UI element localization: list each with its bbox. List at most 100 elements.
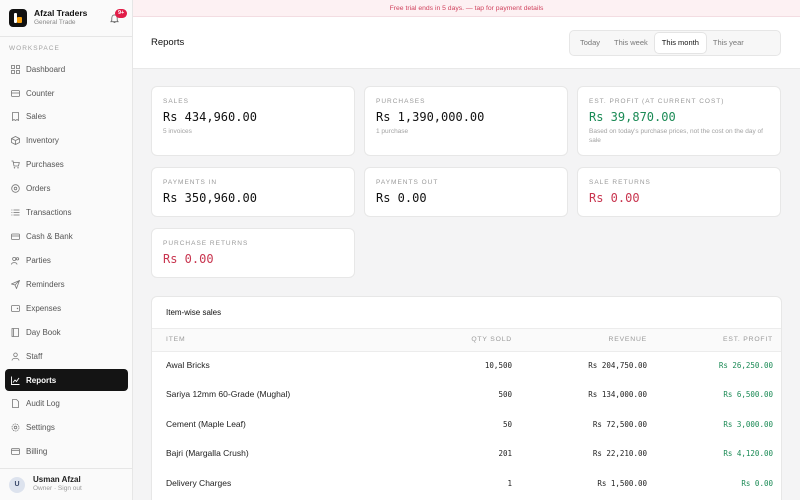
send-icon <box>11 279 20 289</box>
sidebar-item-label: Day Book <box>26 327 61 337</box>
chart-icon <box>11 376 20 385</box>
sidebar-item-label: Dashboard <box>26 64 66 74</box>
table-row[interactable]: Bajri (Margalla Crush) 201 Rs 22,210.00 … <box>152 439 781 468</box>
sidebar-item-sales[interactable]: Sales <box>5 105 128 127</box>
business-name: Afzal Traders <box>34 8 88 19</box>
qty-sold: 10,500 <box>484 361 512 370</box>
card-value: Rs 434,960.00 <box>163 110 257 124</box>
sidebar-item-label: Parties <box>26 255 51 265</box>
payments-in-card: PAYMENTS IN Rs 350,960.00 <box>151 167 355 217</box>
wallet-icon <box>11 304 20 313</box>
purchase-returns-card: PURCHASE RETURNS Rs 0.00 <box>151 228 355 278</box>
workspace-section-label: WORKSPACE <box>9 45 60 52</box>
page-title: Reports <box>151 37 185 48</box>
qty-sold: 1 <box>507 479 512 488</box>
brand-header[interactable]: Afzal Traders General Trade 9+ <box>0 0 132 37</box>
cart-icon <box>11 160 20 169</box>
est-profit: Rs 0.00 <box>741 479 773 488</box>
card-label: PURCHASE RETURNS <box>163 240 249 247</box>
sidebar-item-label: Transactions <box>26 207 72 217</box>
sale-returns-card: SALE RETURNS Rs 0.00 <box>577 167 781 217</box>
range-this-year-button[interactable]: This year <box>712 38 744 47</box>
table-row[interactable]: Awal Bricks 10,500 Rs 204,750.00 Rs 26,2… <box>152 351 781 380</box>
est-profit: Rs 3,000.00 <box>723 420 773 429</box>
card-icon <box>11 447 20 456</box>
card-value: Rs 0.00 <box>376 191 427 205</box>
est-profit-card: EST. PROFIT (AT CURRENT COST) Rs 39,870.… <box>577 86 781 156</box>
sidebar-item-label: Orders <box>26 183 51 193</box>
sidebar-item-expenses[interactable]: Expenses <box>5 297 128 319</box>
qty-sold: 500 <box>498 390 512 399</box>
sidebar-item-label: Expenses <box>26 303 62 313</box>
card-value: Rs 1,390,000.00 <box>376 110 485 124</box>
users-icon <box>11 256 20 265</box>
app-logo-icon <box>9 9 27 27</box>
sidebar-item-parties[interactable]: Parties <box>5 249 128 271</box>
sidebar-item-inventory[interactable]: Inventory <box>5 129 128 151</box>
revenue: Rs 1,500.00 <box>597 479 647 488</box>
sidebar-item-label: Counter <box>26 88 55 98</box>
card-label: SALES <box>163 98 189 105</box>
card-label: PAYMENTS IN <box>163 179 218 186</box>
sidebar-item-cash-bank[interactable]: Cash & Bank <box>5 225 128 247</box>
sidebar-item-orders[interactable]: Orders <box>5 177 128 199</box>
table-row[interactable]: Cement (Maple Leaf) 50 Rs 72,500.00 Rs 3… <box>152 410 781 439</box>
sidebar-item-label: Staff <box>26 351 43 361</box>
sidebar-item-day-book[interactable]: Day Book <box>5 321 128 343</box>
sidebar-item-settings[interactable]: Settings <box>5 416 128 438</box>
table-title: Item-wise sales <box>166 308 222 317</box>
range-this-month-button[interactable]: This month <box>654 33 706 53</box>
item-name: Bajri (Margalla Crush) <box>166 448 249 458</box>
column-header-revenue: REVENUE <box>608 336 647 343</box>
payments-out-card: PAYMENTS OUT Rs 0.00 <box>364 167 568 217</box>
sidebar-item-label: Sales <box>26 111 47 121</box>
est-profit: Rs 4,120.00 <box>723 449 773 458</box>
book-icon <box>11 327 20 337</box>
item-name: Cement (Maple Leaf) <box>166 419 246 429</box>
sidebar-item-dashboard[interactable]: Dashboard <box>5 58 128 80</box>
sidebar-item-reminders[interactable]: Reminders <box>5 273 128 295</box>
sidebar-item-audit-log[interactable]: Audit Log <box>5 392 128 414</box>
sidebar-item-staff[interactable]: Staff <box>5 345 128 367</box>
sidebar-item-label: Cash & Bank <box>26 231 73 241</box>
sidebar: Afzal Traders General Trade 9+ WORKSPACE… <box>0 0 133 500</box>
notification-badge: 9+ <box>115 9 128 18</box>
column-header-est-profit: EST. PROFIT <box>723 336 773 343</box>
sidebar-item-counter[interactable]: Counter <box>5 82 128 104</box>
purchases-card: PURCHASES Rs 1,390,000.00 1 purchase <box>364 86 568 156</box>
range-today-button[interactable]: Today <box>580 38 601 47</box>
gear-icon <box>11 423 20 432</box>
card-label: PURCHASES <box>376 98 426 105</box>
card-subtext: 1 purchase <box>376 128 409 135</box>
sidebar-item-label: Reports <box>26 375 57 385</box>
counter-icon <box>11 89 20 98</box>
list-icon <box>11 208 20 217</box>
user-role-signout[interactable]: Owner · Sign out <box>33 485 82 493</box>
sidebar-item-label: Inventory <box>26 135 59 145</box>
trial-banner[interactable]: Free trial ends in 5 days. — tap for pay… <box>133 0 800 17</box>
bank-icon <box>11 232 20 241</box>
grid-icon <box>11 64 20 74</box>
table-row[interactable]: Delivery Charges 1 Rs 1,500.00 Rs 0.00 <box>152 469 781 498</box>
orders-icon <box>11 183 20 193</box>
file-icon <box>11 398 20 408</box>
box-icon <box>11 135 20 145</box>
sidebar-item-transactions[interactable]: Transactions <box>5 201 128 223</box>
column-header-qty-sold: QTY SOLD <box>471 336 512 343</box>
card-label: PAYMENTS OUT <box>376 179 439 186</box>
table-header-row: ITEM QTY SOLD REVENUE EST. PROFIT <box>152 328 781 352</box>
avatar: U <box>9 476 25 493</box>
card-label: SALE RETURNS <box>589 179 651 186</box>
user-name: Usman Afzal <box>33 475 81 485</box>
sidebar-item-label: Billing <box>26 446 48 456</box>
range-this-week-button[interactable]: This week <box>614 38 648 47</box>
revenue: Rs 72,500.00 <box>592 420 647 429</box>
staff-icon <box>11 352 20 361</box>
user-account[interactable]: U Usman Afzal Owner · Sign out <box>0 468 133 500</box>
table-row[interactable]: Sariya 12mm 60-Grade (Mughal) 500 Rs 134… <box>152 380 781 409</box>
sidebar-item-label: Settings <box>26 422 55 432</box>
sidebar-item-billing[interactable]: Billing <box>5 440 128 462</box>
sidebar-item-reports[interactable]: Reports <box>5 369 128 391</box>
item-name: Delivery Charges <box>166 478 232 488</box>
sidebar-item-purchases[interactable]: Purchases <box>5 153 128 175</box>
